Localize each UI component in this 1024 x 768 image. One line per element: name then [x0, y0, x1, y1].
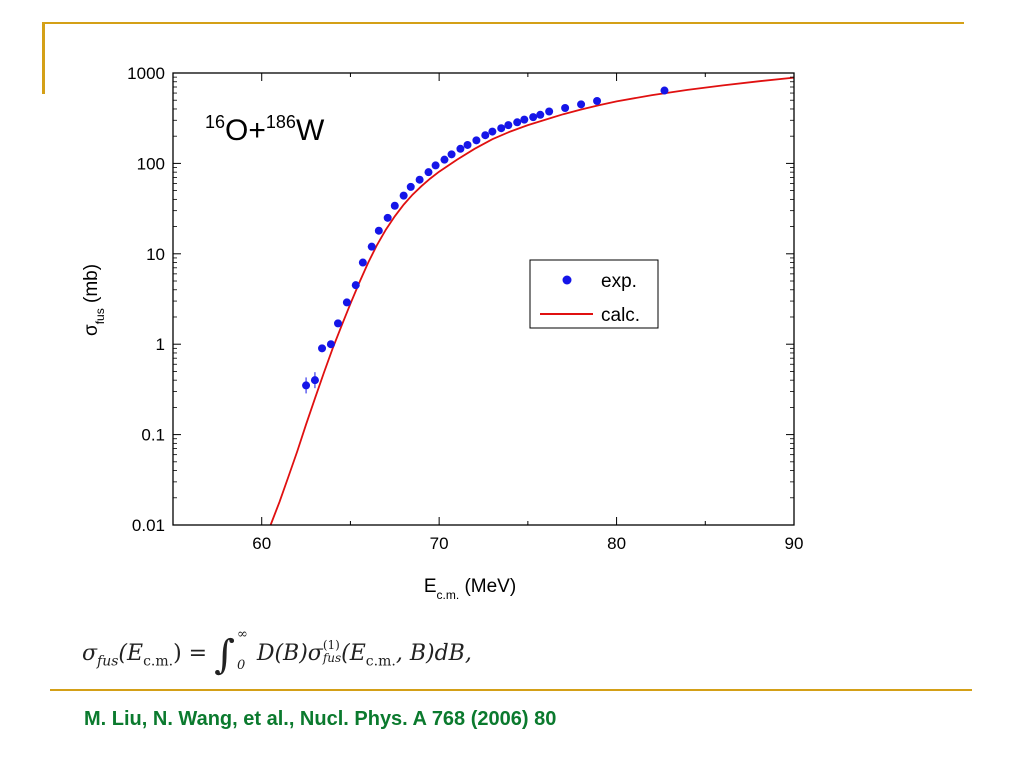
formula-rhs-b: (E: [341, 641, 366, 666]
formula-rhs-c: , B)dB,: [395, 641, 472, 666]
exp-point: [415, 175, 424, 184]
exp-point: [447, 150, 456, 159]
x-axis-label: Ec.m. (MeV): [424, 576, 516, 602]
integral-sign: ∫: [214, 632, 235, 678]
title-mass-a: 16: [205, 112, 225, 132]
exp-point: [488, 127, 497, 136]
y-tick-label: 10: [146, 245, 165, 264]
fusion-cross-section-chart: 60 70 80 90 0.01 0.1 1 10 100 1000 16O+186W Ec.m.…: [81, 64, 804, 602]
integral-limits: ∞ 0: [237, 628, 248, 672]
y-label-main: σ: [81, 324, 102, 336]
exp-point: [302, 381, 311, 390]
exp-point: [318, 344, 327, 353]
x-label-main: E: [424, 576, 437, 597]
x-tick-label: 70: [430, 534, 449, 553]
bottom-rule: [50, 689, 972, 691]
x-label-sub: c.m.: [437, 588, 460, 602]
formula-sigma: σ: [82, 641, 98, 666]
x-tick-label: 60: [252, 534, 271, 553]
exp-point: [593, 97, 602, 106]
formula-supsub: (1) fus: [322, 637, 342, 665]
exp-point: [424, 168, 433, 177]
y-axis-label: σfus (mb): [81, 264, 107, 336]
exp-point: [358, 258, 367, 267]
chart-title: 16O+186W: [205, 112, 325, 147]
exp-point: [326, 340, 335, 349]
formula-sub-fus: fus: [97, 653, 119, 670]
formula-sub-cm-2: c.m.: [365, 653, 396, 670]
exp-point: [383, 213, 392, 222]
title-symbol-a: O+: [225, 114, 266, 147]
exp-point: [660, 86, 669, 95]
exp-point: [504, 121, 513, 130]
y-tick-label: 1: [156, 335, 165, 354]
legend-calc-label: calc.: [601, 305, 640, 326]
exp-point: [577, 100, 586, 109]
integral-lower: 0: [236, 658, 246, 673]
y-tick-label: 0.01: [132, 516, 165, 535]
exp-point: [440, 155, 449, 164]
exp-point: [367, 242, 376, 251]
exp-point: [431, 161, 440, 170]
formula-rhs-a: D(B)σ: [256, 641, 323, 666]
exp-point: [390, 201, 399, 210]
exp-point: [463, 140, 472, 149]
x-tick-label: 90: [785, 534, 804, 553]
legend: exp. calc.: [529, 259, 659, 329]
legend-exp-marker: [562, 275, 572, 285]
citation: M. Liu, N. Wang, et al., Nucl. Phys. A 7…: [84, 708, 557, 730]
exp-point: [399, 191, 408, 200]
y-label-unit: (mb): [81, 264, 102, 308]
formula-lhs-close: ) =: [173, 641, 208, 666]
title-symbol-b: W: [296, 114, 325, 147]
exp-point: [406, 182, 415, 191]
x-label-unit: (MeV): [459, 576, 516, 597]
formula-sub-cm: c.m.: [143, 653, 174, 670]
formula-lhs-open: (E: [118, 641, 144, 666]
exp-point: [351, 281, 360, 290]
formula-sub-fus-2: fus: [322, 651, 342, 665]
y-tick-label: 1000: [127, 64, 165, 83]
title-mass-b: 186: [266, 112, 296, 132]
fusion-formula: σfus(Ec.m.) = ∫ ∞ 0 D(B)σ (1) fus (Ec.m., B)d…: [82, 628, 472, 678]
calc-curve: [269, 76, 795, 526]
exp-point: [561, 104, 570, 113]
exp-point: [472, 136, 481, 145]
formula-sup-1: (1): [322, 637, 340, 652]
exp-point: [342, 298, 351, 307]
plot-frame: [172, 72, 795, 526]
top-rule: [42, 22, 964, 24]
exp-point: [513, 118, 522, 127]
legend-exp-label: exp.: [601, 271, 637, 292]
exp-point: [481, 131, 490, 140]
exp-point: [374, 226, 383, 235]
exp-point: [310, 376, 319, 385]
legend-box: [529, 259, 659, 329]
exp-point: [456, 144, 465, 153]
exp-point: [529, 113, 538, 122]
exp-point: [545, 107, 554, 116]
exp-point: [334, 319, 343, 328]
y-label-sub: fus: [93, 308, 107, 324]
x-tick-label: 80: [607, 534, 626, 553]
integral-upper: ∞: [236, 627, 248, 642]
y-tick-label: 0.1: [141, 426, 165, 445]
y-tick-label: 100: [137, 154, 165, 173]
exp-point: [497, 124, 506, 133]
exp-point: [536, 110, 545, 119]
exp-point: [520, 115, 529, 124]
left-accent-bar: [42, 22, 45, 94]
